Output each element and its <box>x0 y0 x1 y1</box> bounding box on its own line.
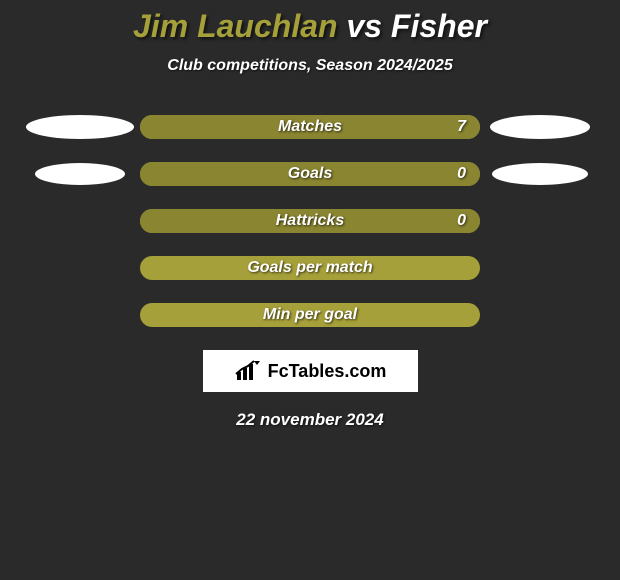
left-side-slot <box>20 115 140 139</box>
subtitle: Club competitions, Season 2024/2025 <box>0 57 620 75</box>
right-side-slot <box>480 115 600 139</box>
right-side-slot <box>480 163 600 185</box>
stat-bars: Matches 7 Goals 0 Hattricks 0 Goals per match M… <box>0 115 620 327</box>
title-player1: Jim Lauchlan <box>133 8 338 44</box>
stat-bar-value: 7 <box>457 118 466 136</box>
date-line: 22 november 2024 <box>0 410 620 430</box>
stat-row: Hattricks 0 <box>0 209 620 233</box>
stat-bar: Goals per match <box>140 256 480 280</box>
player-ellipse-icon <box>26 115 134 139</box>
stat-bar-value: 0 <box>457 165 466 183</box>
stat-bar-label: Goals per match <box>247 259 372 277</box>
stat-bar-label: Matches <box>278 118 342 136</box>
stat-bar: Min per goal <box>140 303 480 327</box>
stat-bar: Hattricks 0 <box>140 209 480 233</box>
brand-text: FcTables.com <box>268 361 387 382</box>
stat-row: Goals 0 <box>0 162 620 186</box>
left-side-slot <box>20 163 140 185</box>
player-ellipse-icon <box>490 115 590 139</box>
brand-chart-icon <box>234 360 262 382</box>
stat-bar-label: Hattricks <box>276 212 344 230</box>
stat-row: Min per goal <box>0 303 620 327</box>
stat-row: Matches 7 <box>0 115 620 139</box>
stat-bar-label: Min per goal <box>263 306 357 324</box>
stat-row: Goals per match <box>0 256 620 280</box>
stat-bar: Matches 7 <box>140 115 480 139</box>
player-ellipse-icon <box>492 163 588 185</box>
stat-bar: Goals 0 <box>140 162 480 186</box>
stat-bar-value: 0 <box>457 212 466 230</box>
stat-bar-label: Goals <box>288 165 332 183</box>
title-vs: vs <box>338 8 391 44</box>
player-ellipse-icon <box>35 163 125 185</box>
brand-badge: FcTables.com <box>203 350 418 392</box>
page-title: Jim Lauchlan vs Fisher <box>0 0 620 45</box>
title-player2: Fisher <box>391 8 487 44</box>
